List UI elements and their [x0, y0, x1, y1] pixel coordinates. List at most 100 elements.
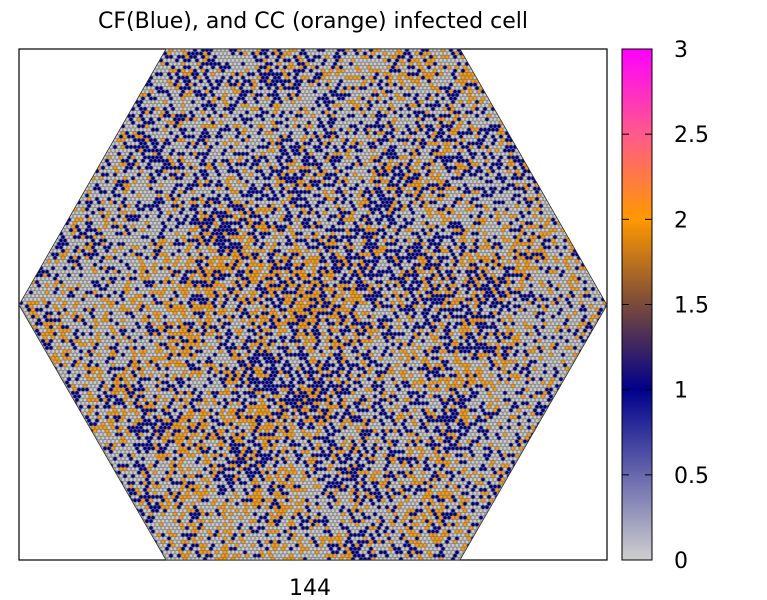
- hex-cell: [498, 155, 504, 160]
- hex-cell: [260, 124, 266, 129]
- hex-cell: [144, 89, 150, 94]
- hex-cell: [124, 144, 130, 150]
- hex-cell: [168, 89, 174, 94]
- hex-cell: [132, 138, 138, 143]
- hex-cell: [244, 61, 250, 66]
- hex-cell: [338, 65, 344, 70]
- hex-cell: [392, 110, 398, 115]
- hex-cell: [326, 155, 332, 160]
- hex-cell: [168, 96, 174, 101]
- hex-cell: [266, 162, 272, 167]
- hex-cell: [488, 158, 494, 163]
- hex-cell: [304, 54, 310, 59]
- hex-cell: [144, 103, 150, 108]
- hex-cell: [466, 162, 472, 167]
- hex-cell: [188, 103, 194, 108]
- hex-cell: [176, 144, 182, 150]
- hex-cell: [156, 151, 162, 156]
- hex-cell: [448, 124, 454, 129]
- hex-cell: [418, 58, 424, 63]
- hex-cell: [280, 138, 286, 143]
- hex-cell: [406, 141, 412, 146]
- hex-cell: [224, 144, 230, 150]
- hex-cell: [498, 162, 504, 167]
- hex-cell: [458, 120, 464, 125]
- hex-cell: [330, 141, 336, 146]
- hex-cell: [198, 79, 204, 84]
- hex-cell: [296, 131, 302, 136]
- hex-cell: [242, 65, 248, 70]
- hex-cell: [356, 82, 362, 87]
- hex-cell: [286, 113, 292, 118]
- hex-cell: [270, 58, 276, 63]
- hex-cell: [364, 124, 370, 129]
- hex-cell: [268, 75, 274, 80]
- hex-cell: [116, 158, 122, 163]
- hex-cell: [328, 75, 334, 80]
- hex-cell: [436, 61, 442, 66]
- hex-cell: [252, 89, 258, 94]
- hex-cell: [332, 158, 338, 163]
- hex-cell: [374, 120, 380, 125]
- hex-cell: [156, 131, 162, 136]
- hex-cell: [178, 155, 184, 160]
- hex-cell: [400, 151, 406, 156]
- hex-cell: [390, 58, 396, 63]
- hex-cell: [360, 103, 366, 108]
- hex-cell: [244, 158, 250, 163]
- hex-cell: [484, 117, 490, 122]
- hex-cell: [236, 61, 242, 66]
- hex-cell: [392, 61, 398, 66]
- hex-cell: [422, 120, 428, 125]
- hex-cell: [414, 120, 420, 125]
- hex-cell: [174, 99, 180, 105]
- hex-cell: [390, 92, 396, 98]
- hex-cell: [424, 54, 430, 59]
- hex-cell: [432, 82, 438, 87]
- hex-cell: [222, 106, 228, 111]
- hex-cell: [310, 58, 316, 63]
- hex-cell: [248, 68, 254, 73]
- hex-cell: [380, 138, 386, 143]
- hex-cell: [268, 131, 274, 136]
- hex-cell: [136, 144, 142, 150]
- hex-cell: [468, 82, 474, 87]
- hex-cell: [308, 89, 314, 94]
- hex-cell: [324, 75, 330, 80]
- hex-cell: [210, 120, 216, 125]
- hex-cell: [278, 72, 284, 77]
- hex-cell: [480, 144, 486, 150]
- hex-cell: [218, 99, 224, 105]
- hex-cell: [328, 151, 334, 156]
- hex-cell: [206, 155, 212, 160]
- hex-cell: [218, 86, 224, 91]
- hex-cell: [196, 103, 202, 108]
- hex-cell: [372, 82, 378, 87]
- hex-cell: [160, 89, 166, 94]
- hex-cell: [238, 99, 244, 105]
- hex-cell: [280, 75, 286, 80]
- hex-cell: [386, 134, 392, 139]
- hex-cell: [354, 134, 360, 139]
- hex-cell: [316, 89, 322, 94]
- hex-cell: [244, 75, 250, 80]
- hex-cell: [318, 58, 324, 63]
- hex-cell: [452, 75, 458, 80]
- hex-cell: [248, 96, 254, 101]
- hex-cell: [272, 158, 278, 163]
- hex-cell: [384, 117, 390, 122]
- hex-cell: [206, 120, 212, 125]
- hex-cell: [344, 144, 350, 150]
- hex-cell: [244, 151, 250, 156]
- hex-cell: [478, 141, 484, 146]
- hex-cell: [358, 51, 364, 56]
- hex-cell: [344, 96, 350, 101]
- hex-cell: [236, 110, 242, 115]
- hex-cell: [502, 148, 508, 153]
- hex-cell: [310, 92, 316, 98]
- hex-cell: [382, 127, 388, 132]
- hex-cell: [348, 103, 354, 108]
- hex-cell: [348, 117, 354, 122]
- hex-cell: [164, 138, 170, 143]
- hex-cell: [330, 92, 336, 98]
